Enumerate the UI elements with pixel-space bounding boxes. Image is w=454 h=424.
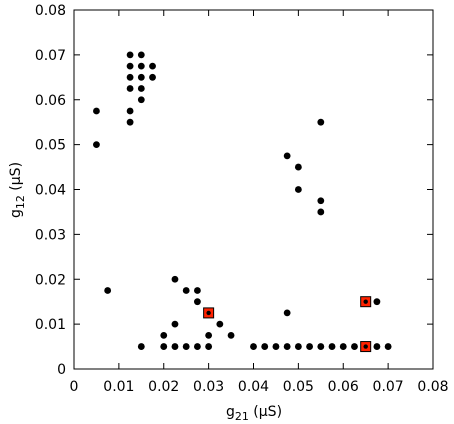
data-point (373, 298, 381, 306)
x-tick-label: 0.07 (373, 379, 404, 395)
x-axis-title: g21 (µS) (226, 404, 282, 423)
x-tick-label: 0.01 (103, 379, 134, 395)
data-point (171, 275, 179, 283)
data-point (227, 331, 235, 339)
y-axis-ticks: 0 0.01 0.02 0.03 0.04 0.05 0.06 0.07 0.08 (35, 3, 433, 378)
data-point (104, 287, 112, 294)
data-point (384, 343, 392, 350)
x-tick-label: 0.08 (417, 379, 448, 395)
data-point (317, 343, 325, 350)
data-point (283, 343, 291, 350)
data-point (317, 208, 325, 216)
data-point (137, 85, 145, 92)
data-point (351, 343, 358, 350)
highlighted-point-dot (363, 299, 368, 304)
data-point (194, 298, 201, 306)
x-axis-title-subscript: 21 (235, 410, 249, 423)
x-tick-label: 0.02 (148, 379, 179, 395)
x-tick-label: 0.05 (283, 379, 314, 395)
y-tick-label: 0.02 (35, 272, 66, 288)
y-tick-label: 0.07 (35, 48, 66, 64)
data-point (137, 51, 145, 59)
y-tick-label: 0 (57, 362, 66, 378)
x-tick-label: 0.04 (238, 379, 269, 395)
data-point (306, 343, 313, 350)
data-point (126, 73, 134, 81)
data-point (126, 62, 134, 70)
data-point (283, 309, 291, 317)
data-point (160, 343, 168, 350)
data-point (126, 107, 134, 115)
data-point (294, 163, 302, 171)
data-point (137, 62, 145, 70)
data-point (205, 343, 213, 350)
data-point (317, 118, 325, 126)
data-point (93, 107, 100, 115)
data-point (216, 320, 224, 328)
y-tick-label: 0.06 (35, 93, 66, 109)
y-axis-title: g12 (µS) (8, 162, 27, 218)
highlighted-point-dot (363, 344, 368, 349)
data-point (294, 186, 302, 193)
data-point (126, 85, 134, 92)
x-tick-label: 0.03 (193, 379, 224, 395)
data-point (160, 331, 168, 339)
data-point (182, 343, 190, 350)
data-point (205, 331, 213, 339)
data-point (328, 343, 336, 350)
highlighted-point-dot (206, 310, 211, 316)
y-tick-label: 0.04 (35, 183, 66, 199)
data-point (339, 343, 347, 350)
data-point (137, 343, 145, 350)
data-point (283, 152, 291, 160)
data-point (272, 343, 280, 350)
data-point (137, 96, 145, 104)
x-tick-label: 0 (70, 379, 79, 395)
y-tick-label: 0.05 (35, 138, 66, 154)
data-point (294, 343, 302, 350)
data-point (317, 197, 325, 205)
data-point (171, 320, 179, 328)
data-points (93, 51, 392, 353)
y-tick-label: 0.01 (35, 317, 66, 333)
data-point (149, 62, 156, 70)
data-point (93, 141, 100, 149)
data-point (126, 51, 134, 59)
data-point (250, 343, 257, 350)
data-point (194, 287, 201, 294)
y-tick-label: 0.08 (35, 3, 66, 19)
data-point (261, 343, 269, 350)
data-point (373, 343, 381, 350)
data-point (194, 343, 201, 350)
data-point (137, 73, 145, 81)
data-point (171, 343, 179, 350)
y-tick-label: 0.03 (35, 227, 66, 243)
data-point (182, 287, 190, 294)
data-point (126, 118, 134, 126)
data-point (149, 73, 156, 81)
x-tick-label: 0.06 (328, 379, 359, 395)
y-axis-title-subscript: 12 (14, 195, 27, 209)
x-axis-ticks: 0 0.01 0.02 0.03 0.04 0.05 0.06 0.07 0.08 (70, 10, 449, 395)
